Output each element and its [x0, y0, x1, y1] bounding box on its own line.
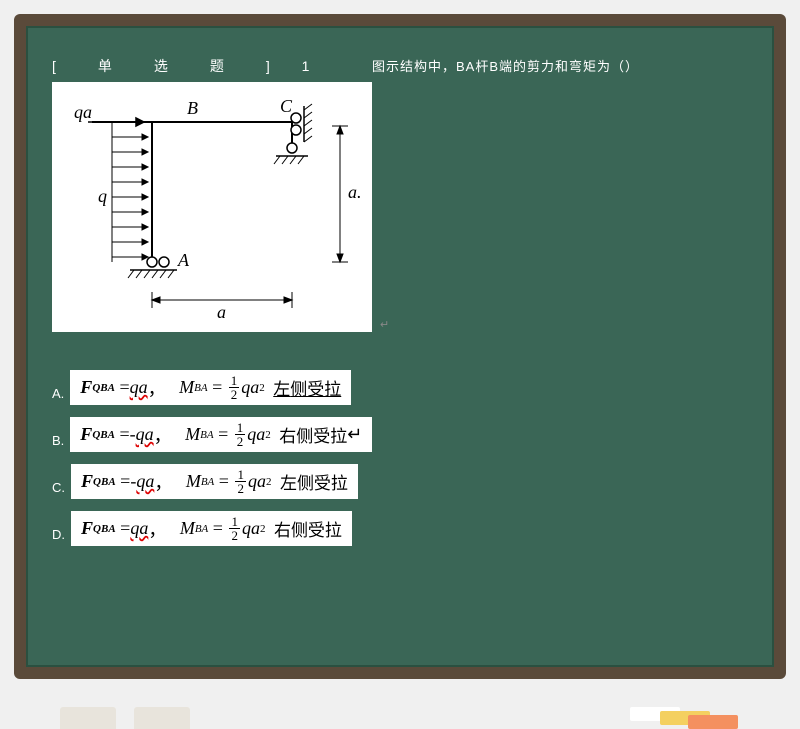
label-C: C [280, 96, 293, 116]
chalk-tray [0, 679, 800, 729]
tray-slot [60, 707, 116, 729]
structure-diagram: qa B C q A a a. [52, 82, 372, 332]
label-q: q [98, 186, 107, 206]
label-qa: qa [74, 102, 92, 122]
chalk-orange [688, 715, 738, 729]
blackboard-frame: [ 单 选 题 ] 1 图示结构中，BA杆B端的剪力和弯矩为（） [14, 14, 786, 679]
tray-slot [134, 707, 190, 729]
choice-label: C. [52, 480, 65, 495]
choice-label: D. [52, 527, 65, 542]
choice-B[interactable]: B. FQBA =-qa， MBA = 12qa2 右侧受拉↵ [52, 417, 492, 452]
choice-D[interactable]: D. FQBA =qa， MBA = 12qa2 右侧受拉 [52, 511, 492, 546]
label-a-v: a. [348, 182, 362, 202]
choice-label: A. [52, 386, 64, 401]
choices: A. FQBA =qa， MBA = 12qa2 左侧受拉 B. FQBA =-… [52, 358, 492, 558]
label-a-h: a [217, 302, 226, 322]
question-text: 图示结构中，BA杆B端的剪力和弯矩为（） [372, 56, 639, 75]
label-B: B [187, 98, 198, 118]
choice-A[interactable]: A. FQBA =qa， MBA = 12qa2 左侧受拉 [52, 370, 492, 405]
choice-C[interactable]: C. FQBA =-qa， MBA = 12qa2 左侧受拉 [52, 464, 492, 499]
choice-formula: FQBA =-qa， MBA = 12qa2 右侧受拉↵ [70, 417, 372, 452]
choice-formula: FQBA =-qa， MBA = 12qa2 左侧受拉 [71, 464, 358, 499]
blackboard: [ 单 选 题 ] 1 图示结构中，BA杆B端的剪力和弯矩为（） [26, 26, 774, 667]
question-header: [ 单 选 题 ] 1 图示结构中，BA杆B端的剪力和弯矩为（） [52, 56, 748, 76]
choice-formula: FQBA =qa， MBA = 12qa2 右侧受拉 [71, 511, 352, 546]
return-char: ↵ [380, 318, 389, 331]
label-A: A [177, 250, 190, 270]
choice-formula: FQBA =qa， MBA = 12qa2 左侧受拉 [70, 370, 351, 405]
choice-label: B. [52, 433, 64, 448]
chalk-holder [630, 703, 740, 729]
question-type: [ 单 选 题 ] 1 [52, 58, 323, 74]
